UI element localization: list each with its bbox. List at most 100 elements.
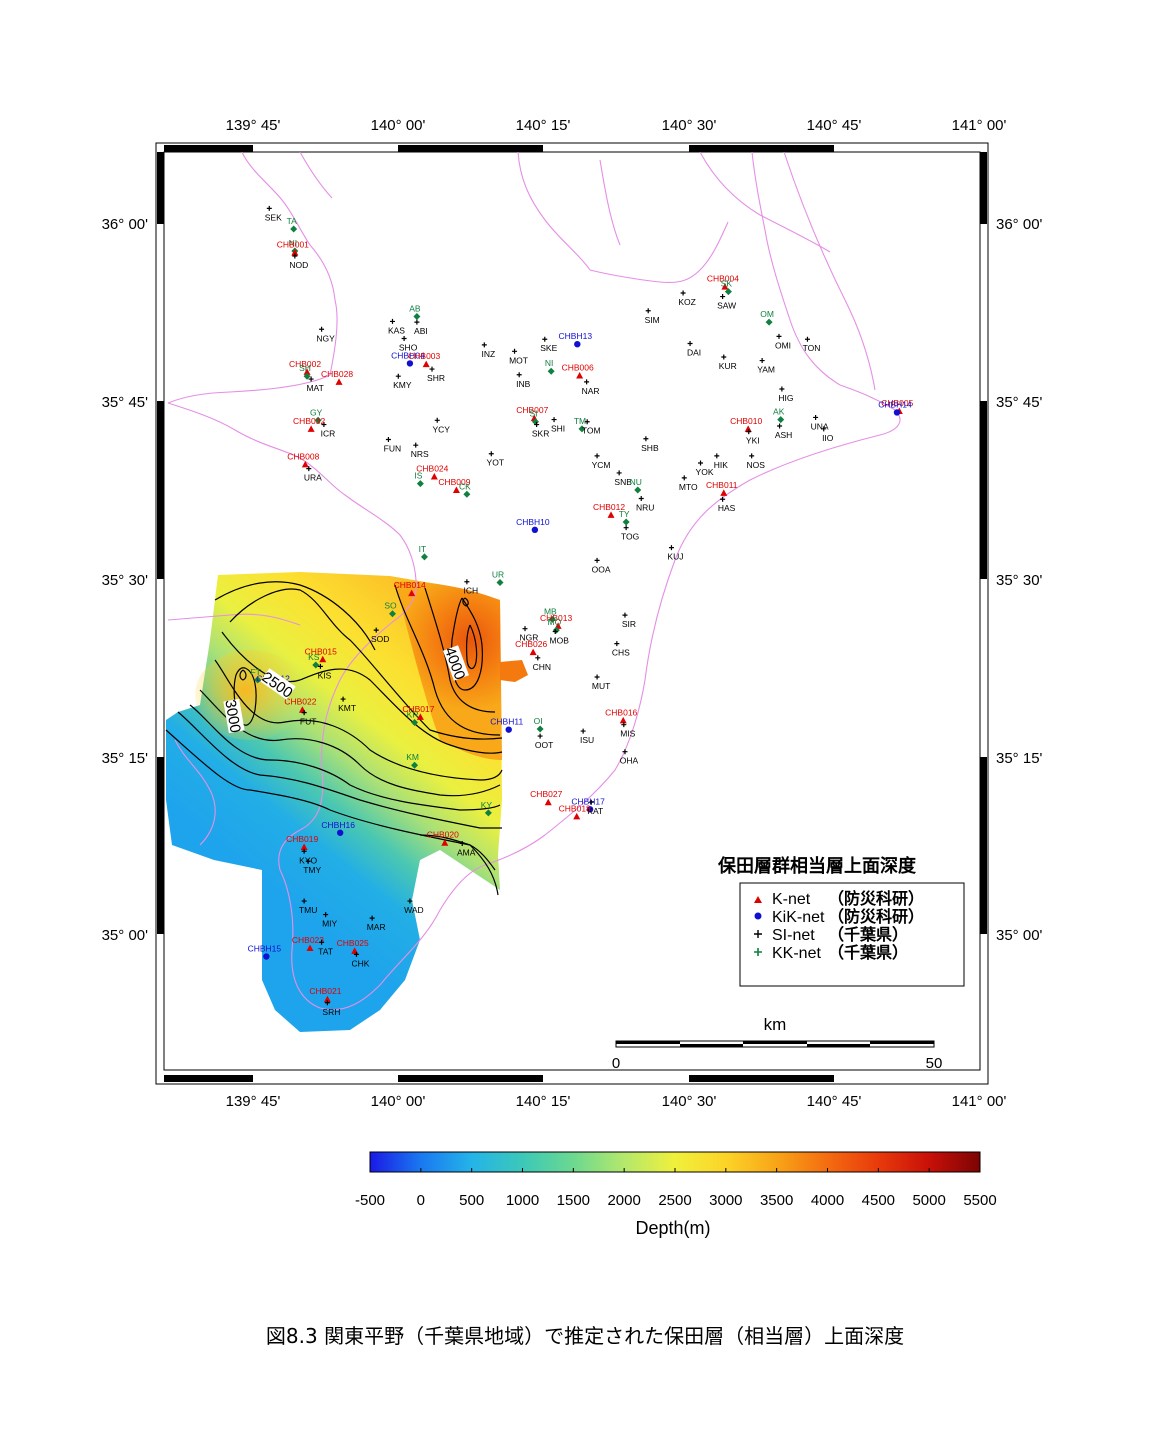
station-oha: OHA [620, 749, 639, 766]
station-marker [388, 610, 396, 618]
station-label: TY [619, 509, 630, 519]
station-label: KAT [587, 806, 603, 816]
colorbar-ticks: -500 0 500 1000 1500 2000 2500 3000 3500 4000 4500… [355, 1168, 997, 1209]
station-ft: FT [250, 667, 262, 684]
colorbar-tick-label: 4000 [811, 1192, 844, 1209]
station-label: CHB014 [394, 580, 426, 590]
legend-org-label: （防災科研） [828, 907, 924, 926]
station-label: CHB028 [321, 369, 353, 379]
station-marker [548, 615, 556, 623]
station-label: CHB026 [515, 639, 547, 649]
station-yok: YOK [696, 460, 714, 477]
lat-labels-right: 36° 00' 35° 45' 35° 30' 35° 15' 35° 00' [996, 216, 1043, 944]
station-marker [335, 378, 343, 385]
station-chbh11: CHBH11 [490, 717, 523, 733]
station-label: NI [545, 358, 554, 368]
station-ta: TA [287, 216, 298, 233]
station-marker [301, 710, 307, 716]
station-label: SO [384, 601, 397, 611]
station-label: CHB012 [593, 502, 625, 512]
lon-label: 140° 30' [662, 117, 717, 134]
station-label: NRS [411, 449, 429, 459]
station-label: FUT [300, 717, 317, 727]
station-label: CHS [612, 648, 630, 658]
station-marker [623, 525, 629, 531]
station-chb019: CHB019 [286, 834, 318, 851]
station-marker [544, 798, 552, 806]
station-label: MOB [550, 636, 570, 646]
lon-label: 140° 00' [371, 1093, 426, 1110]
coastline [167, 152, 901, 1011]
station-marker [668, 545, 674, 551]
station-chbh14: CHBH14 [878, 399, 912, 416]
station-nod: NOD [289, 253, 308, 270]
station-label: CHB017 [402, 704, 434, 714]
station-marker [434, 417, 440, 423]
station-una: UNA [811, 414, 829, 431]
station-marker [721, 354, 727, 360]
station-marker [389, 318, 395, 324]
station-marker [306, 466, 312, 472]
station-label: CHB006 [562, 362, 594, 372]
station-marker [459, 840, 465, 846]
station-marker [622, 612, 628, 618]
station-marker [336, 829, 344, 836]
station-ash: ASH [775, 423, 792, 440]
station-chb001: CHB001 [277, 239, 309, 256]
station-marker [401, 336, 407, 342]
station-label: NOS [746, 460, 765, 470]
lon-label: 140° 30' [662, 1093, 717, 1110]
station-label: YOK [696, 467, 714, 477]
station-marker [414, 319, 420, 325]
station-label: CHB005 [881, 398, 913, 408]
station-sod: SOD [371, 627, 389, 644]
colorbar-tick-label: 2000 [607, 1192, 640, 1209]
station-chb017: CHB017 [402, 704, 435, 720]
station-mto: MTO [679, 475, 698, 492]
station-label: CHK [351, 958, 369, 968]
station-label: SEK [265, 212, 282, 222]
station-marker [687, 340, 693, 346]
station-fun: FUN [384, 436, 401, 453]
station-marker [291, 248, 299, 256]
station-chb002: CHB002 [289, 359, 321, 375]
station-label: ISU [580, 735, 594, 745]
legend-net-label: K-net [772, 891, 811, 908]
station-chb016: CHB016 [605, 707, 638, 724]
station-label: SHI [551, 424, 565, 434]
station-marker [484, 809, 492, 817]
station-marker [512, 348, 518, 354]
station-ycm: YCM [592, 453, 611, 470]
station-label: SI [529, 409, 537, 419]
station-marker [314, 416, 322, 424]
colorbar-tick-label: 1500 [557, 1192, 590, 1209]
station-marker [638, 496, 644, 502]
lat-label: 35° 30' [102, 572, 149, 589]
station-marker [576, 371, 584, 379]
station-marker [594, 674, 600, 680]
station-label: CHB007 [516, 405, 548, 415]
station-label: KMT [338, 703, 356, 713]
legend-item-knet: K-net （防災科研） [754, 889, 924, 908]
station-label: KS [308, 652, 320, 662]
station-marker [321, 422, 327, 428]
station-label: CHB015 [305, 646, 337, 656]
station-label: INB [516, 379, 531, 389]
station-marker [385, 436, 391, 442]
station-label: CHB023 [292, 935, 324, 945]
station-marker [804, 336, 810, 342]
station-inb: INB [516, 372, 531, 389]
station-label: ICH [464, 586, 479, 596]
station-label: YKI [746, 436, 760, 446]
station-ura: URA [304, 466, 322, 483]
station-label: OI [534, 716, 543, 726]
lat-labels-left: 36° 00' 35° 45' 35° 30' 35° 15' 35° 00' [102, 216, 149, 944]
legend-org-label: （千葉県） [828, 943, 908, 962]
station-marker [463, 490, 471, 498]
station-chb023: CHB023 [292, 935, 324, 952]
station-label: OOA [592, 564, 611, 574]
station-label: KM [406, 752, 419, 762]
lon-label: 139° 45' [226, 117, 281, 134]
station-kas: KAS [388, 318, 405, 335]
station-hig: HIG [778, 386, 793, 403]
